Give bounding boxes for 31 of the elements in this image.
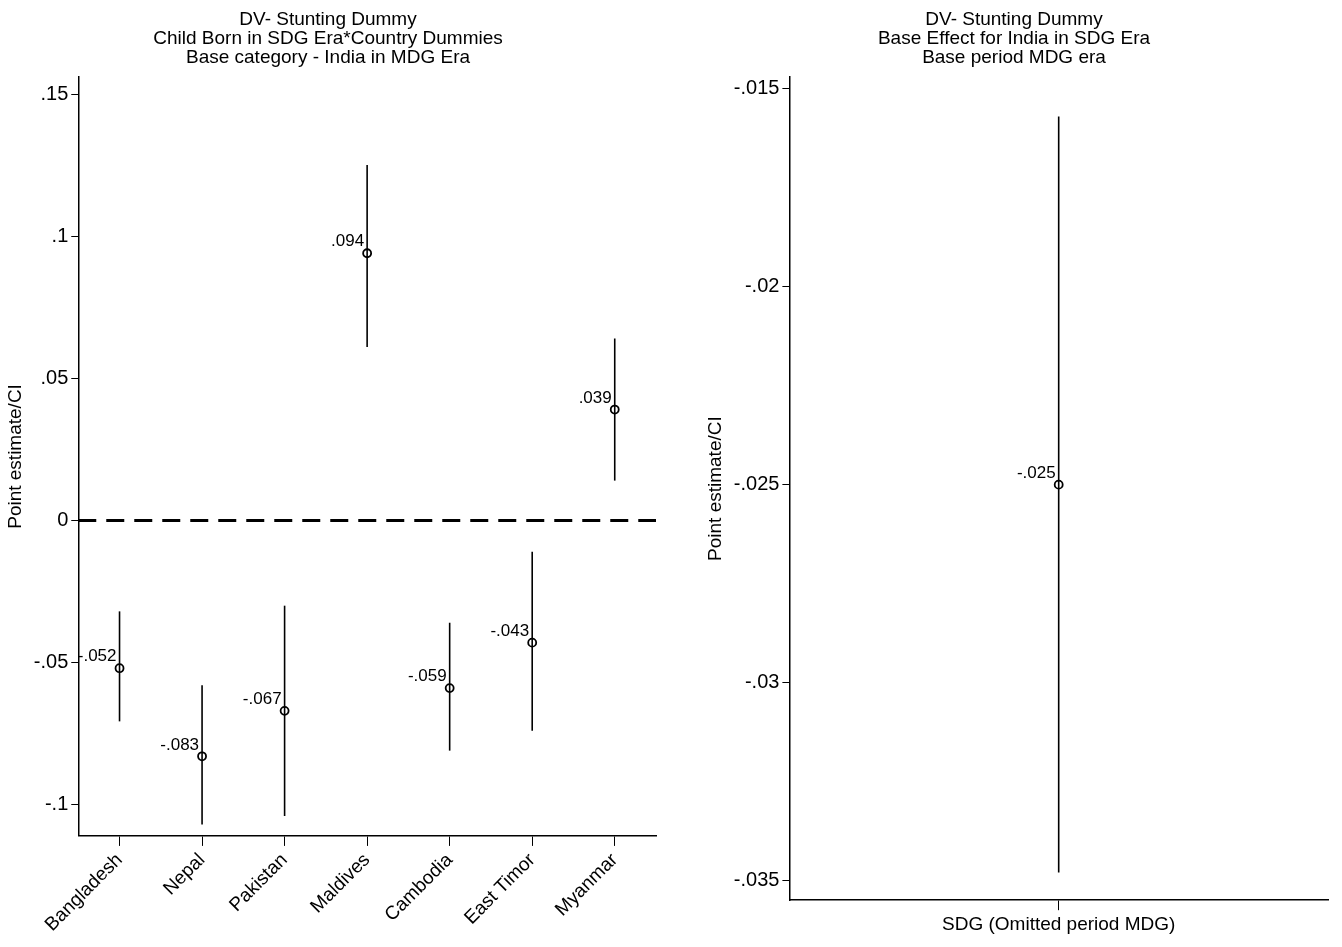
data-label: -.067	[242, 689, 282, 709]
data-label: -.083	[160, 734, 200, 754]
y-tick-label: -.1	[44, 792, 69, 815]
y-tick-label: -.03	[744, 670, 780, 693]
y-tick-label: -.02	[744, 274, 780, 297]
point	[527, 637, 538, 648]
y-tick-label: .1	[51, 223, 69, 246]
data-label: -.052	[77, 646, 117, 666]
y-tick-label: -.035	[733, 867, 780, 890]
chart-title: DV- Stunting Dummy Base Effect for India in SDG Era Base period MDG era	[877, 7, 1151, 67]
y-tick-label: -.05	[33, 650, 69, 673]
point	[362, 248, 373, 259]
point	[609, 404, 620, 415]
point	[114, 663, 125, 674]
point	[444, 683, 455, 694]
data-label: .039	[578, 387, 612, 407]
point	[197, 751, 207, 762]
y-tick-label: .15	[40, 81, 69, 104]
data-label: -.025	[1016, 462, 1056, 482]
y-tick-label: -.015	[733, 76, 780, 99]
y-tick-label: .05	[40, 365, 69, 388]
y-axis-title: Point estimate/CI	[3, 384, 25, 529]
x-tick-label: SDG (Omitted period MDG)	[942, 912, 1176, 934]
data-label: .094	[331, 231, 365, 251]
data-label: -.043	[490, 620, 530, 640]
y-axis-title: Point estimate/CI	[703, 416, 725, 561]
data-label: -.059	[407, 666, 447, 686]
point	[279, 705, 290, 716]
y-tick-label: -.025	[733, 472, 780, 495]
y-tick-label: 0	[57, 507, 69, 530]
chart-title: DV- Stunting Dummy Child Born in SDG Era*Country Dummies Base category - India in MDG Era	[153, 7, 503, 67]
